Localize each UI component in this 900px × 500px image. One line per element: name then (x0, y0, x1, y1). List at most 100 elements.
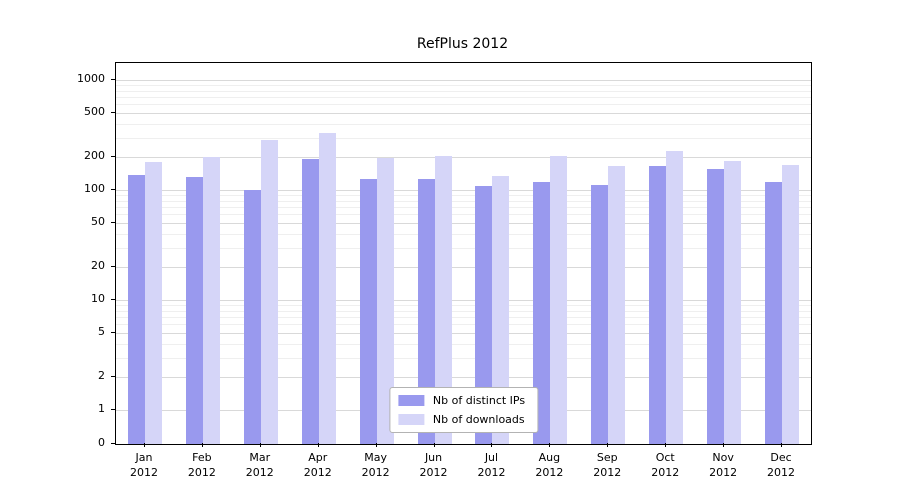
bar-downloads (492, 176, 510, 444)
y-tick-label: 10 (91, 292, 105, 305)
x-tick-label: Sep 2012 (593, 451, 622, 479)
bar-downloads (202, 156, 220, 444)
legend-label-distinct-ips: Nb of distinct IPs (432, 394, 526, 407)
major-gridline (116, 300, 811, 301)
major-gridline (116, 376, 811, 378)
y-tick-mark (111, 189, 115, 190)
minor-gridline (116, 200, 811, 202)
x-tick-mark (549, 443, 550, 447)
minor-gridline (116, 247, 811, 249)
bar-distinct-ips (765, 182, 783, 444)
minor-gridline (116, 324, 811, 326)
x-tick-mark (665, 443, 666, 447)
bar-distinct-ips (185, 176, 203, 444)
bar-distinct-ips (591, 185, 609, 444)
major-gridline (116, 333, 811, 335)
legend: Nb of distinct IPs Nb of downloads (388, 387, 539, 433)
bar-downloads (376, 157, 394, 444)
minor-gridline (116, 104, 811, 106)
x-tick-mark (144, 443, 145, 447)
x-tick-label: Mar 2012 (245, 451, 274, 479)
x-tick-label: Jul 2012 (477, 451, 506, 479)
x-tick-label: May 2012 (361, 451, 390, 479)
y-tick-label: 100 (84, 182, 105, 195)
bar-downloads (434, 155, 452, 444)
x-tick-mark (434, 443, 435, 447)
bar-downloads (782, 165, 800, 444)
major-gridline (116, 266, 811, 268)
minor-gridline (116, 90, 811, 92)
y-tick-mark (111, 332, 115, 333)
x-tick-mark (723, 443, 724, 447)
minor-gridline (116, 317, 811, 319)
x-tick-mark (202, 443, 203, 447)
minor-gridline (116, 233, 811, 235)
x-tick-mark (260, 443, 261, 447)
y-tick-label: 2 (98, 368, 105, 382)
minor-gridline (116, 357, 811, 359)
legend-item-downloads: Nb of downloads (397, 413, 525, 426)
minor-gridline (116, 343, 811, 345)
minor-gridline (116, 137, 811, 139)
x-tick-label: Apr 2012 (303, 451, 332, 479)
bar-distinct-ips (301, 158, 319, 444)
bar-distinct-ips (417, 178, 435, 444)
minor-gridline (116, 97, 811, 99)
x-tick-mark (376, 443, 377, 447)
major-gridline (116, 190, 811, 191)
bar-downloads (550, 155, 568, 444)
legend-item-distinct-ips: Nb of distinct IPs (397, 394, 526, 407)
minor-gridline (116, 123, 811, 125)
major-gridline (116, 80, 811, 81)
y-tick-mark (111, 443, 115, 444)
y-tick-label: 20 (91, 258, 105, 272)
bar-downloads (666, 150, 684, 444)
x-tick-label: Jan 2012 (129, 451, 158, 479)
bar-distinct-ips (127, 174, 145, 444)
y-tick-mark (111, 409, 115, 410)
minor-gridline (116, 195, 811, 197)
x-tick-label: Jun 2012 (419, 451, 448, 479)
bar-downloads (144, 162, 162, 444)
y-tick-mark (111, 222, 115, 223)
bar-distinct-ips (707, 169, 725, 444)
plot-area: Nb of distinct IPs Nb of downloads (115, 62, 812, 445)
y-tick-label: 5 (98, 325, 105, 339)
x-tick-mark (491, 443, 492, 447)
legend-label-downloads: Nb of downloads (432, 413, 525, 426)
x-tick-label: Aug 2012 (535, 451, 564, 479)
x-tick-mark (318, 443, 319, 447)
y-tick-mark (111, 112, 115, 113)
bar-distinct-ips (649, 166, 667, 444)
y-tick-mark (111, 266, 115, 267)
bar-downloads (260, 139, 278, 444)
y-tick-mark (111, 156, 115, 157)
legend-swatch-distinct-ips (397, 395, 424, 406)
y-tick-mark (111, 376, 115, 377)
y-tick-label: 50 (91, 215, 105, 229)
y-tick-mark (111, 299, 115, 300)
bar-downloads (724, 160, 742, 444)
y-tick-label: 1 (98, 402, 105, 415)
x-tick-label: Nov 2012 (709, 451, 738, 479)
x-tick-label: Feb 2012 (187, 451, 216, 479)
y-tick-label: 500 (84, 105, 105, 119)
x-tick-mark (781, 443, 782, 447)
x-tick-mark (607, 443, 608, 447)
bar-downloads (608, 166, 626, 444)
x-tick-label: Dec 2012 (767, 451, 796, 479)
chart-title: RefPlus 2012 (416, 36, 509, 52)
bar-distinct-ips (359, 179, 377, 444)
bar-downloads (318, 132, 336, 444)
bar-distinct-ips (475, 186, 493, 444)
y-tick-label: 200 (84, 148, 105, 162)
y-tick-label: 0 (98, 436, 105, 449)
minor-gridline (116, 214, 811, 216)
major-gridline (116, 113, 811, 115)
bar-distinct-ips (243, 190, 261, 444)
legend-swatch-downloads (397, 414, 424, 425)
minor-gridline (116, 305, 811, 307)
major-gridline (116, 156, 811, 158)
bar-distinct-ips (533, 181, 551, 444)
